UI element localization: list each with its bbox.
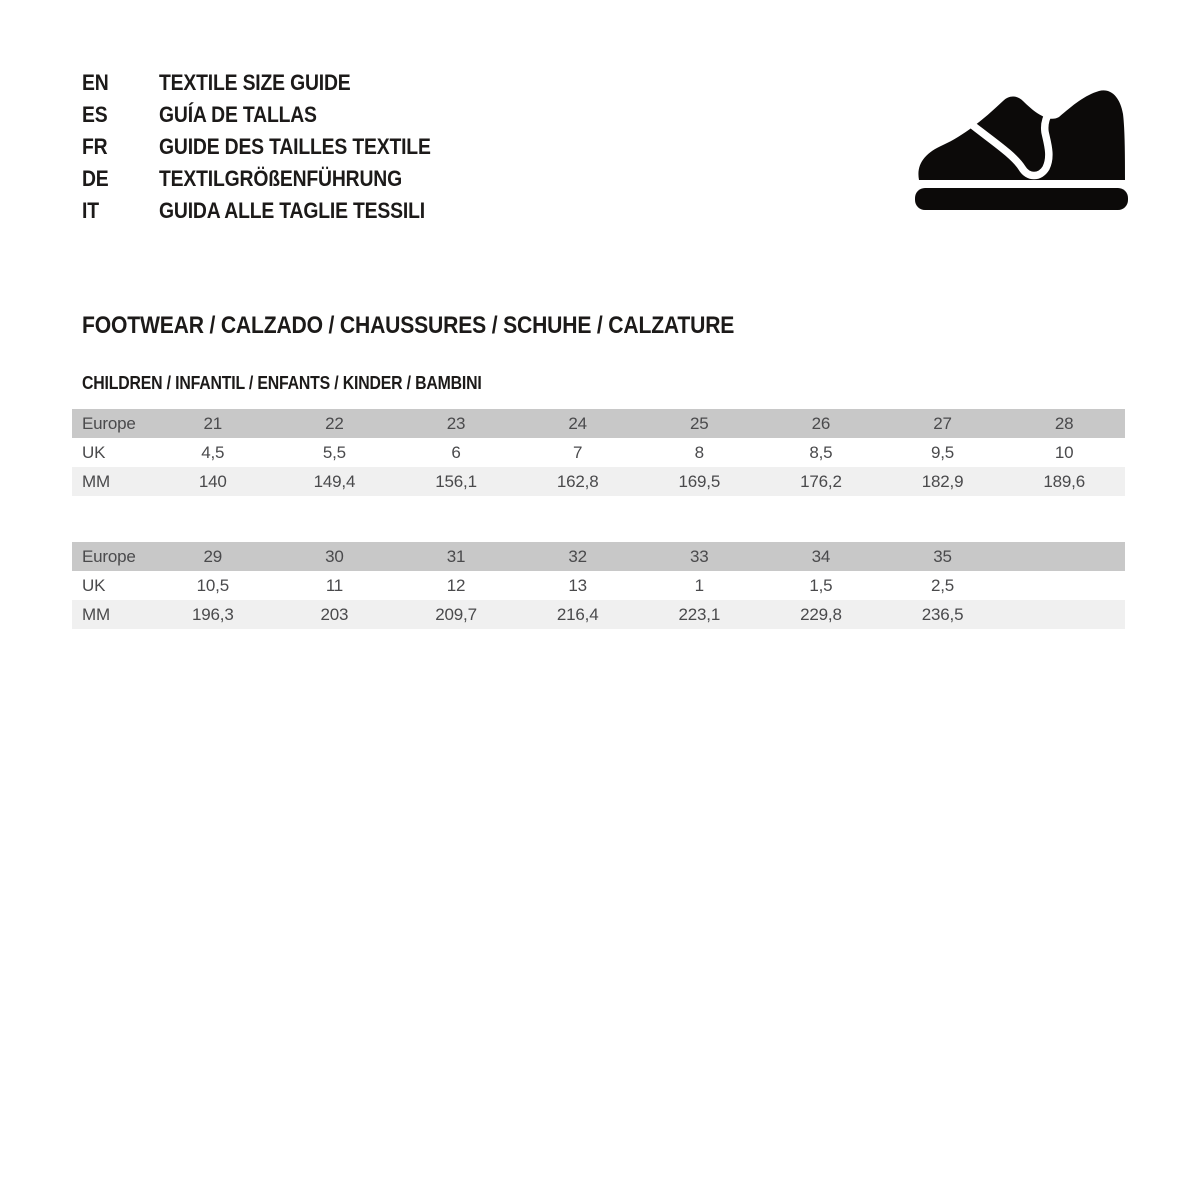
size-cell: 2,5 — [881, 571, 1004, 600]
size-cell: 216,4 — [516, 600, 639, 629]
table-row-uk: UK 4,5 5,5 6 7 8 8,5 9,5 10 — [72, 438, 1125, 467]
language-title: GUÍA DE TALLAS — [159, 102, 317, 127]
size-cell: 22 — [273, 409, 396, 438]
size-cell: 8 — [638, 438, 761, 467]
row-label: Europe — [72, 542, 152, 571]
size-cell: 24 — [516, 409, 639, 438]
size-cell — [1003, 571, 1125, 600]
size-cell: 21 — [152, 409, 274, 438]
language-code: IT — [82, 198, 99, 223]
size-cell — [1003, 600, 1125, 629]
row-label: Europe — [72, 409, 152, 438]
size-cell: 182,9 — [881, 467, 1004, 496]
language-row-es: ES GUÍA DE TALLAS — [82, 99, 468, 131]
table-row-europe: Europe 29 30 31 32 33 34 35 — [72, 542, 1125, 571]
size-cell: 156,1 — [395, 467, 517, 496]
subsection-title: CHILDREN / INFANTIL / ENFANTS / KINDER /… — [82, 373, 482, 393]
language-code: DE — [82, 166, 109, 191]
language-title: GUIDA ALLE TAGLIE TESSILI — [159, 198, 425, 223]
size-cell: 4,5 — [152, 438, 274, 467]
table-row-uk: UK 10,5 11 12 13 1 1,5 2,5 — [72, 571, 1125, 600]
size-cell: 13 — [516, 571, 639, 600]
size-cell: 236,5 — [881, 600, 1004, 629]
size-cell: 140 — [152, 467, 274, 496]
size-cell: 6 — [395, 438, 517, 467]
size-cell: 29 — [152, 542, 274, 571]
table-row-mm: MM 196,3 203 209,7 216,4 223,1 229,8 236… — [72, 600, 1125, 629]
size-cell: 12 — [395, 571, 517, 600]
size-cell: 223,1 — [638, 600, 761, 629]
size-cell: 196,3 — [152, 600, 274, 629]
row-label: UK — [72, 571, 152, 600]
size-cell: 176,2 — [760, 467, 882, 496]
size-cell: 34 — [760, 542, 882, 571]
size-cell: 8,5 — [760, 438, 882, 467]
size-cell: 31 — [395, 542, 517, 571]
size-table-eu21-28: Europe 21 22 23 24 25 26 27 28 UK 4,5 5,… — [72, 409, 1125, 496]
size-cell: 9,5 — [881, 438, 1004, 467]
language-row-it: IT GUIDA ALLE TAGLIE TESSILI — [82, 195, 468, 227]
size-cell: 32 — [516, 542, 639, 571]
size-cell: 30 — [273, 542, 396, 571]
language-row-en: EN TEXTILE SIZE GUIDE — [82, 67, 468, 99]
children-shoe-icon — [915, 90, 1128, 210]
language-code: ES — [82, 102, 108, 127]
size-cell: 26 — [760, 409, 882, 438]
size-cell: 7 — [516, 438, 639, 467]
size-cell: 1,5 — [760, 571, 882, 600]
row-label: MM — [72, 600, 152, 629]
size-cell: 189,6 — [1003, 467, 1125, 496]
size-cell: 229,8 — [760, 600, 882, 629]
size-cell: 33 — [638, 542, 761, 571]
language-row-de: DE TEXTILGRÖßENFÜHRUNG — [82, 163, 468, 195]
size-cell: 1 — [638, 571, 761, 600]
section-title: FOOTWEAR / CALZADO / CHAUSSURES / SCHUHE… — [82, 312, 735, 339]
size-cell: 11 — [273, 571, 396, 600]
shoe-sole-shape — [915, 188, 1128, 210]
size-cell — [1003, 542, 1125, 571]
size-cell: 162,8 — [516, 467, 639, 496]
size-cell: 27 — [881, 409, 1004, 438]
row-label: MM — [72, 467, 152, 496]
size-cell: 169,5 — [638, 467, 761, 496]
size-cell: 35 — [881, 542, 1004, 571]
row-label: UK — [72, 438, 152, 467]
size-cell: 28 — [1003, 409, 1125, 438]
size-cell: 203 — [273, 600, 396, 629]
language-row-fr: FR GUIDE DES TAILLES TEXTILE — [82, 131, 468, 163]
language-title: TEXTILGRÖßENFÜHRUNG — [159, 166, 402, 191]
table-row-europe: Europe 21 22 23 24 25 26 27 28 — [72, 409, 1125, 438]
language-title: GUIDE DES TAILLES TEXTILE — [159, 134, 431, 159]
size-cell: 10,5 — [152, 571, 274, 600]
language-title-list: EN TEXTILE SIZE GUIDE ES GUÍA DE TALLAS FR… — [82, 67, 468, 227]
size-cell: 5,5 — [273, 438, 396, 467]
size-cell: 10 — [1003, 438, 1125, 467]
size-cell: 149,4 — [273, 467, 396, 496]
size-cell: 25 — [638, 409, 761, 438]
size-cell: 23 — [395, 409, 517, 438]
size-table-eu29-35: Europe 29 30 31 32 33 34 35 UK 10,5 11 1… — [72, 542, 1125, 629]
language-title: TEXTILE SIZE GUIDE — [159, 70, 351, 95]
language-code: EN — [82, 70, 109, 95]
table-row-mm: MM 140 149,4 156,1 162,8 169,5 176,2 182… — [72, 467, 1125, 496]
language-code: FR — [82, 134, 108, 159]
size-cell: 209,7 — [395, 600, 517, 629]
